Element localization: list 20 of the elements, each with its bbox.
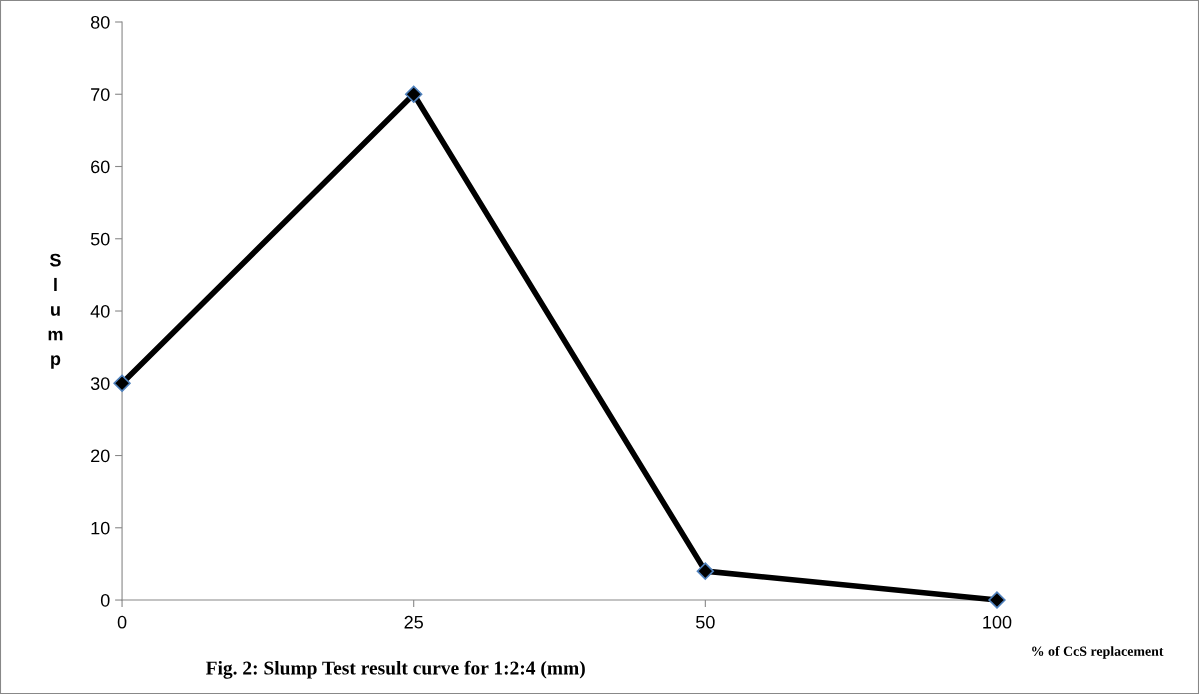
y-axis-title: Slump bbox=[48, 253, 63, 369]
y-tick-label: 60 bbox=[91, 160, 110, 174]
x-tick-label: 0 bbox=[117, 615, 127, 629]
y-tick-label: 20 bbox=[91, 449, 110, 463]
y-tick-label: 10 bbox=[91, 521, 110, 535]
point bbox=[113, 374, 131, 392]
point bbox=[988, 591, 1006, 609]
y-tick-label: 50 bbox=[90, 232, 110, 246]
point bbox=[696, 562, 715, 580]
x-tick-label: 50 bbox=[696, 615, 715, 629]
y-tick-label: 30 bbox=[90, 377, 110, 390]
x-axis-title: % of CcS replacement bbox=[1032, 645, 1164, 659]
y-tick-label: 0 bbox=[100, 593, 110, 607]
y-tick-label: 40 bbox=[90, 304, 110, 318]
x-tick-label: 25 bbox=[404, 615, 423, 629]
y-tick-label: 70 bbox=[91, 88, 110, 101]
x-tick-label: 100 bbox=[983, 615, 1012, 629]
caption: Fig. 2: Slump Test result curve for 1:2:4 (mm) bbox=[205, 660, 585, 679]
y-tick-label: 80 bbox=[90, 15, 110, 29]
point bbox=[405, 85, 423, 103]
